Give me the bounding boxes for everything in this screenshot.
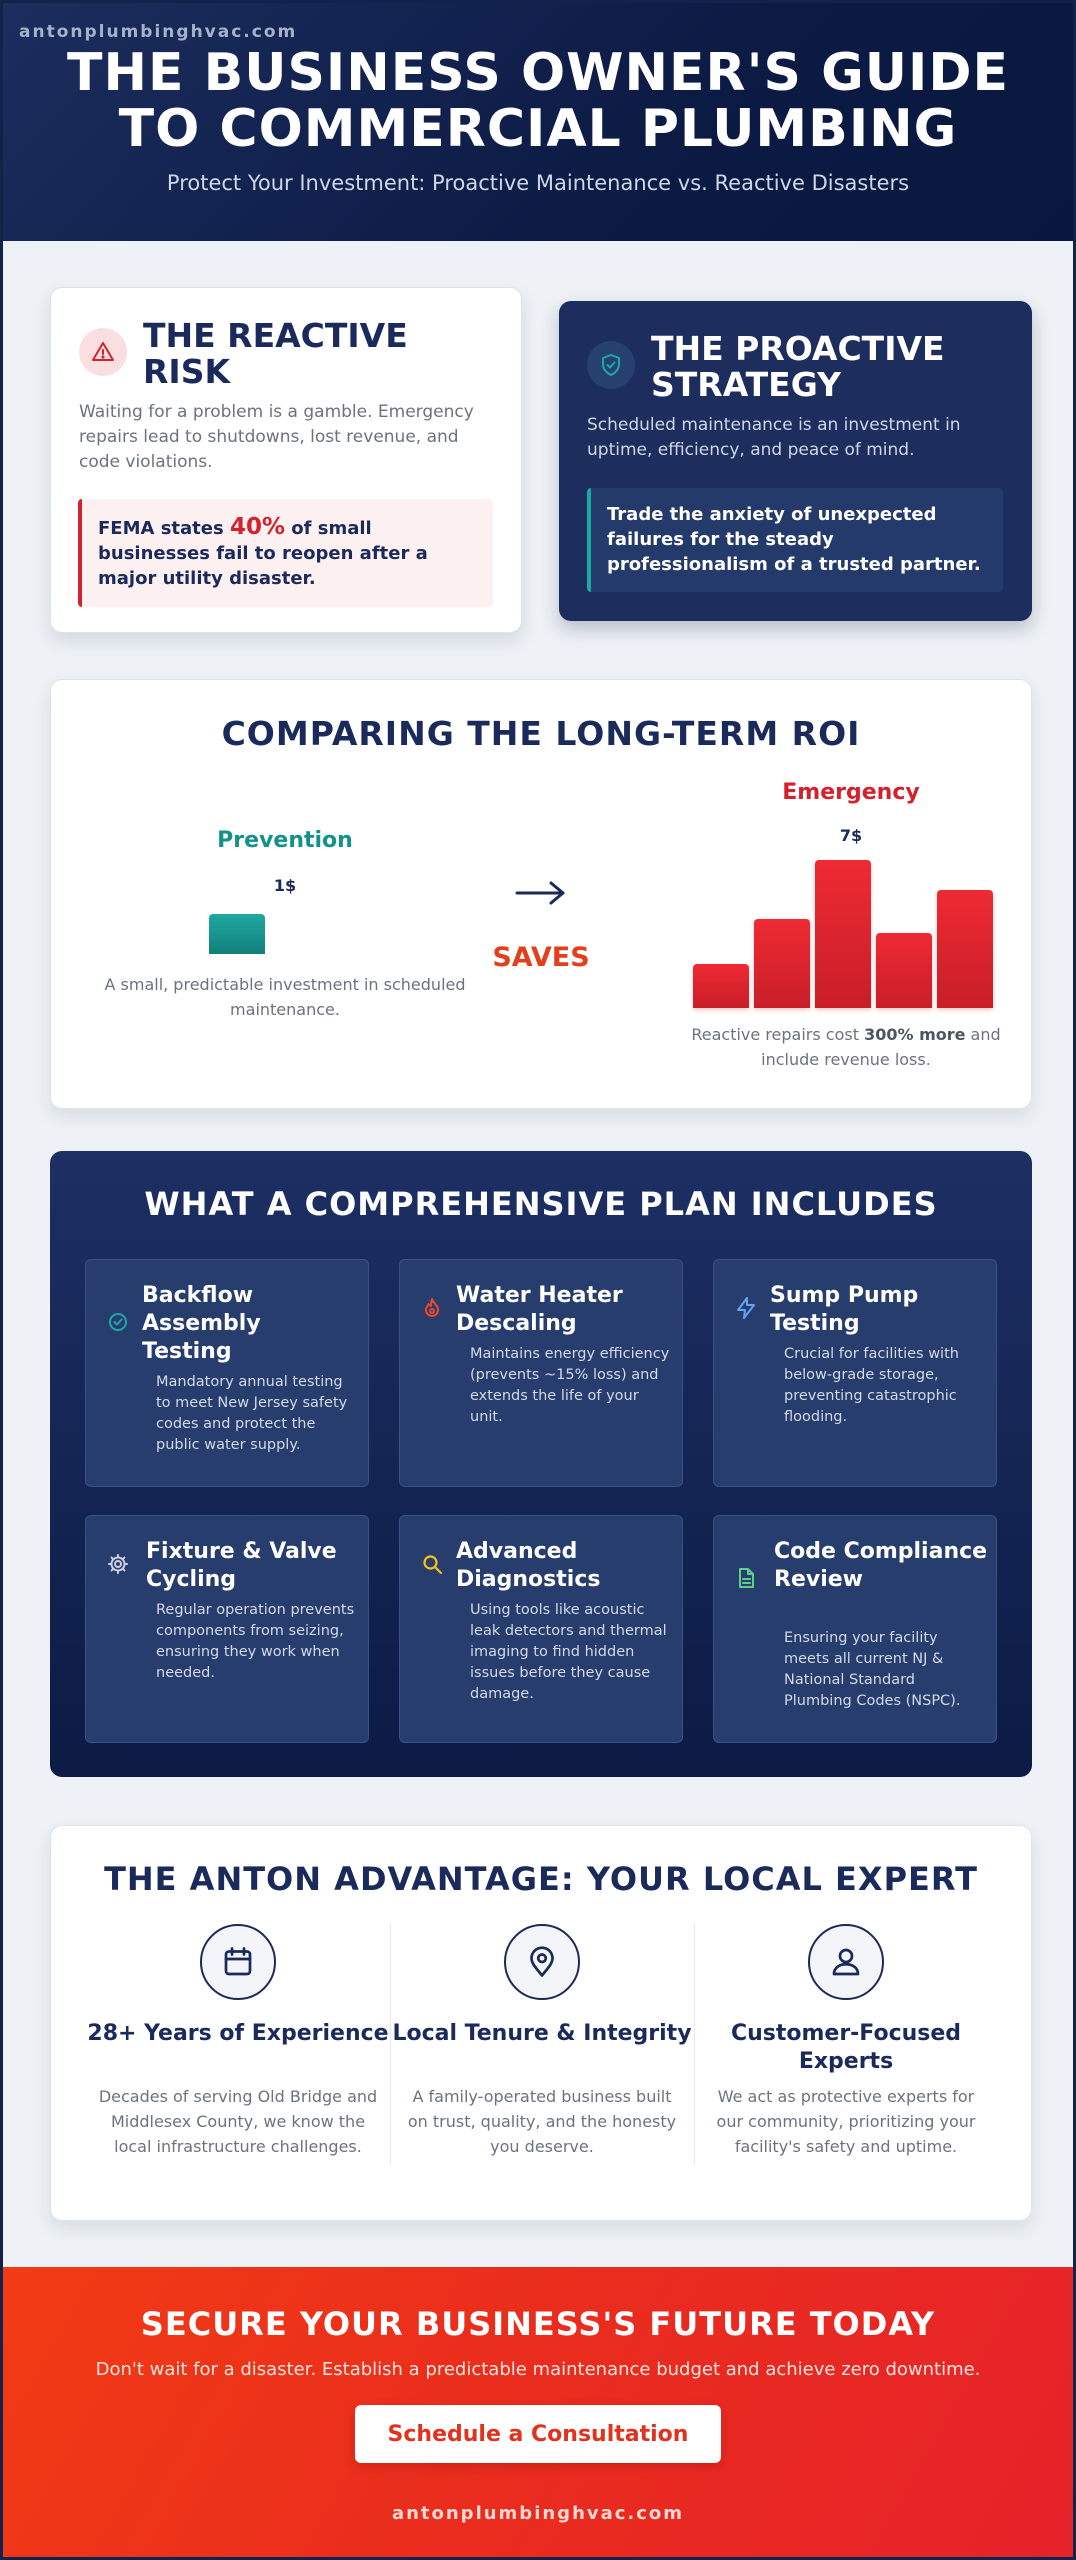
emergency-bar-4	[876, 933, 932, 1008]
plan-card-description: Crucial for facilities with below-grade …	[784, 1346, 959, 1425]
advantage-item-description: Decades of serving Old Bridge and Middle…	[98, 2087, 378, 2156]
roi-title: COMPARING THE LONG-TERM ROI	[221, 714, 861, 753]
emergency-description: Reactive repairs cost 300% more and incl…	[691, 1022, 1001, 1072]
emergency-description-post: and include revenue loss.	[761, 1025, 1001, 1069]
plan-title: WHAT A COMPREHENSIVE PLAN INCLUDES	[144, 1185, 938, 1223]
document-icon	[739, 1568, 754, 1588]
plan-includes-section: WHAT A COMPREHENSIVE PLAN INCLUDES Backf…	[50, 1151, 1032, 1777]
gear-icon	[108, 1554, 128, 1574]
prevention-description: A small, predictable investment in sched…	[104, 975, 466, 1019]
plan-card-fixture-valve: Fixture & Valve Cycling Regular operatio…	[85, 1515, 369, 1743]
plan-card-description: Maintains energy efficiency (prevents ~1…	[470, 1346, 670, 1425]
location-pin-icon	[504, 1924, 580, 2000]
plan-card-title: Code Compliance Review	[774, 1539, 988, 1592]
advantage-customer-focus: Customer-Focused Experts We act as prote…	[694, 1924, 998, 2164]
flame-icon	[425, 1298, 439, 1317]
emergency-price: 7$	[839, 826, 863, 845]
plan-card-title: Sump Pump Testing	[770, 1283, 919, 1336]
advantage-tenure: Local Tenure & Integrity A family-operat…	[390, 1924, 694, 2164]
prevention-bar	[209, 914, 265, 954]
advantage-divider	[390, 1924, 391, 2164]
plan-card-description: Using tools like acoustic leak detectors…	[470, 1602, 667, 1702]
saves-label: SAVES	[492, 942, 590, 973]
advantage-item-title: Customer-Focused Experts	[730, 2021, 962, 2074]
emergency-bar-2	[754, 919, 810, 1008]
fema-callout-pre: FEMA states	[98, 518, 230, 539]
emergency-description-pre: Reactive repairs cost	[691, 1025, 865, 1044]
plan-card-code-compliance: Code Compliance Review Ensuring your fac…	[713, 1515, 997, 1743]
proactive-strategy-card: THE PROACTIVE STRATEGY Scheduled mainten…	[559, 301, 1032, 621]
advantage-item-title: Local Tenure & Integrity	[392, 2021, 692, 2046]
plan-card-title: Backflow Assembly Testing	[142, 1283, 261, 1364]
advantage-item-description: We act as protective experts for our com…	[716, 2087, 976, 2156]
emergency-bar-3	[815, 860, 871, 1008]
plan-card-description: Regular operation prevents components fr…	[156, 1602, 355, 1681]
emergency-bars	[693, 860, 997, 1008]
plan-card-title: Fixture & Valve Cycling	[146, 1539, 337, 1592]
advantage-item-description: A family-operated business built on trus…	[407, 2087, 677, 2156]
plan-card-title: Advanced Diagnostics	[456, 1539, 601, 1592]
advantage-divider	[694, 1924, 695, 2164]
emergency-label: Emergency	[782, 780, 920, 805]
fema-callout-post: of small businesses fail to reopen after…	[98, 518, 428, 589]
advantage-title: THE ANTON ADVANTAGE: YOUR LOCAL EXPERT	[104, 1860, 978, 1898]
plan-card-diagnostics: Advanced Diagnostics Using tools like ac…	[399, 1515, 683, 1743]
prevention-price: 1$	[273, 876, 297, 895]
advantage-experience: 28+ Years of Experience Decades of servi…	[86, 1924, 390, 2164]
reactive-risk-card: THE REACTIVE RISK Waiting for a problem …	[50, 287, 522, 633]
emergency-description-bold: 300% more	[864, 1025, 966, 1044]
site-tag[interactable]: antonplumbinghvac.com	[19, 22, 298, 42]
schedule-consultation-button[interactable]: Schedule a Consultation	[355, 2405, 721, 2463]
proactive-strategy-title-line-1: THE PROACTIVE	[651, 329, 945, 368]
search-icon	[423, 1555, 443, 1575]
prevention-label: Prevention	[217, 828, 353, 853]
anton-advantage-section: THE ANTON ADVANTAGE: YOUR LOCAL EXPERT 2…	[50, 1825, 1032, 2221]
strategy-callout: Trade the anxiety of unexpected failures…	[587, 488, 1003, 592]
user-icon	[808, 1924, 884, 2000]
plan-card-water-heater: Water Heater Descaling Maintains energy …	[399, 1259, 683, 1487]
check-circle-icon	[109, 1313, 127, 1331]
cta-title: SECURE YOUR BUSINESS'S FUTURE TODAY	[140, 2305, 936, 2343]
reactive-risk-title-line-2: RISK	[143, 352, 231, 391]
page-title-line-1: THE BUSINESS OWNER'S GUIDE	[66, 43, 1010, 103]
cta-site-link[interactable]: antonplumbinghvac.com	[391, 2503, 685, 2524]
proactive-strategy-title: THE PROACTIVE STRATEGY	[651, 331, 1011, 403]
plan-card-description: Ensuring your facility meets all current…	[784, 1630, 961, 1709]
header-banner: antonplumbinghvac.com THE BUSINESS OWNER…	[3, 3, 1073, 241]
proactive-strategy-text: Scheduled maintenance is an investment i…	[587, 415, 961, 460]
shield-check-icon	[587, 341, 635, 389]
emergency-bar-5	[937, 890, 993, 1008]
calendar-icon	[200, 1924, 276, 2000]
page-title-line-2: TO COMMERCIAL PLUMBING	[118, 99, 958, 159]
warning-triangle-icon	[79, 328, 127, 376]
proactive-strategy-title-line-2: STRATEGY	[651, 365, 841, 404]
plan-card-backflow: Backflow Assembly Testing Mandatory annu…	[85, 1259, 369, 1487]
page-title: THE BUSINESS OWNER'S GUIDE TO COMMERCIAL…	[3, 45, 1073, 157]
reactive-risk-title: THE REACTIVE RISK	[143, 318, 503, 390]
fema-callout: FEMA states 40% of small businesses fail…	[78, 499, 493, 607]
fema-stat: 40%	[229, 514, 286, 540]
lightning-icon	[737, 1297, 755, 1319]
plan-card-sump-pump: Sump Pump Testing Crucial for facilities…	[713, 1259, 997, 1487]
reactive-risk-title-line-1: THE REACTIVE	[143, 316, 408, 355]
roi-comparison-section: COMPARING THE LONG-TERM ROI Prevention 1…	[50, 679, 1032, 1109]
arrow-right-icon	[515, 881, 565, 905]
reactive-risk-text: Waiting for a problem is a gamble. Emerg…	[79, 402, 474, 472]
cta-subtitle: Don't wait for a disaster. Establish a p…	[95, 2359, 981, 2380]
emergency-bar-1	[693, 964, 749, 1008]
plan-card-description: Mandatory annual testing to meet New Jer…	[156, 1374, 348, 1453]
advantage-item-title: 28+ Years of Experience	[87, 2021, 389, 2046]
page-subtitle: Protect Your Investment: Proactive Maint…	[166, 171, 910, 195]
plan-card-title: Water Heater Descaling	[456, 1283, 623, 1336]
cta-banner: SECURE YOUR BUSINESS'S FUTURE TODAY Don'…	[3, 2267, 1073, 2557]
